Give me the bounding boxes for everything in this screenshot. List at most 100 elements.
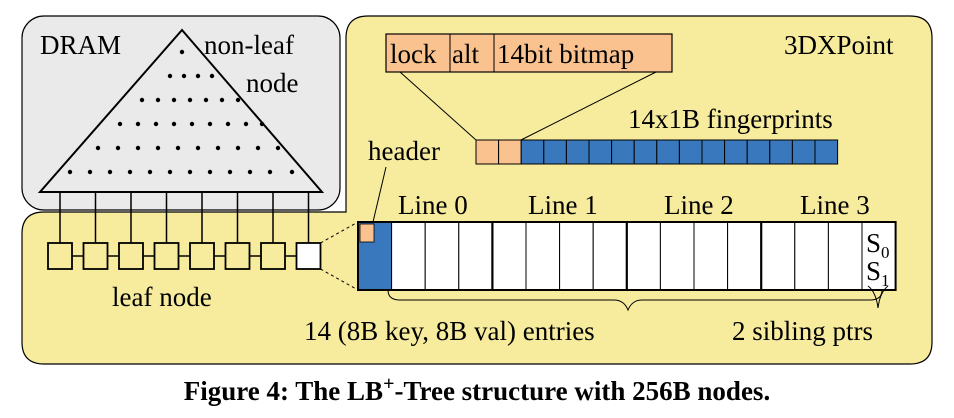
tree-node-dot (187, 169, 193, 175)
tree-node-dot (135, 145, 141, 151)
tree-node-dot (275, 145, 281, 151)
tree-node-dot (117, 121, 123, 127)
header-zoom-line-right (520, 71, 657, 141)
fingerprint-cell (588, 139, 613, 165)
fingerprint-cell (611, 139, 635, 165)
entry-slot (525, 221, 561, 291)
tree-node-dot (207, 121, 213, 127)
line-label-2: Line 2 (664, 190, 734, 220)
fingerprint-cell (701, 139, 726, 165)
entries-brace (387, 289, 883, 312)
tree-node-dot (195, 73, 201, 79)
sibling-ptr-slot (861, 221, 897, 291)
tree-node-dot (187, 97, 193, 103)
header-strip (475, 139, 839, 165)
sibling-ptr-s0: S0 (866, 228, 890, 262)
header-zoom-line-down (372, 166, 387, 223)
entries-label: 14 (8B key, 8B val) entries (304, 316, 595, 346)
header-cell (475, 139, 500, 165)
leaf-zoom-line (320, 221, 359, 244)
fingerprint-cell (543, 139, 567, 165)
fingerprint-cell (769, 139, 793, 165)
nonleaf-tree-dots (67, 49, 295, 175)
fingerprints-label: 14x1B fingerprints (628, 104, 833, 134)
tree-node-dot (171, 121, 177, 127)
figure-caption: Figure 4: The LB+-Tree structure with 25… (184, 373, 770, 406)
tree-node-dot (203, 97, 209, 103)
tree-node-dot (215, 145, 221, 151)
fingerprint-cell (520, 139, 545, 165)
entry-slot (491, 221, 527, 291)
entry-slot (659, 221, 695, 291)
leaf-node-outline (357, 221, 897, 291)
entry-slot (760, 221, 796, 291)
tree-node-dot (267, 169, 273, 175)
sibling-brace (867, 285, 889, 309)
fingerprint-cell (565, 139, 590, 165)
entry-slot (559, 221, 594, 291)
tree-node-dot (247, 169, 253, 175)
fingerprint-cell (678, 139, 703, 165)
tree-node-dot (225, 121, 231, 127)
tree-node-dot (167, 73, 173, 79)
tree-node-dot (195, 145, 201, 151)
tree-node-dot (95, 145, 101, 151)
tree-node-dot (207, 169, 213, 175)
entry-slot (626, 221, 661, 291)
sibling-ptr-s1: S1 (866, 256, 890, 290)
dram-label: DRAM (40, 30, 121, 60)
line-label-3: Line 3 (800, 190, 870, 220)
leaf-node-box (295, 242, 322, 270)
leaf-zoom-line (320, 268, 359, 291)
header-field-bitmap: 14bit bitmap (497, 39, 634, 69)
tree-node-dot (155, 97, 161, 103)
tree-node-dot (181, 73, 187, 79)
entry-slot (827, 221, 863, 291)
node-header-mini (359, 223, 375, 243)
entry-slot (458, 221, 493, 291)
line-label-1: Line 1 (528, 190, 598, 220)
fingerprint-cell (724, 139, 748, 165)
header-cell (498, 139, 522, 165)
tree-node-dot (243, 121, 249, 127)
tree-node-dot (139, 97, 145, 103)
leaf-connectors (59, 192, 310, 243)
tree-node-dot (209, 73, 215, 79)
tree-node-dot (171, 97, 177, 103)
line-label-0: Line 0 (398, 190, 468, 220)
tree-node-dot (153, 121, 159, 127)
sibling-ptrs-label: 2 sibling ptrs (732, 316, 873, 346)
header-field-alt: alt (452, 39, 479, 69)
tree-node-dot (219, 97, 225, 103)
tree-node-dot (227, 169, 233, 175)
dram-panel (21, 15, 341, 211)
fingerprint-cell (746, 139, 771, 165)
tree-node-dot (289, 169, 295, 175)
tree-node-dot (179, 49, 185, 55)
tree-node-dot (135, 121, 141, 127)
tree-node-dot (189, 121, 195, 127)
tree-node-dot (127, 169, 133, 175)
leaf-node-label: leaf node (112, 282, 212, 312)
tree-node-dot (175, 145, 181, 151)
tree-node-dot (235, 145, 241, 151)
pmem-label: 3DXPoint (784, 30, 894, 60)
nonleaf-label-line1: non-leaf (204, 30, 294, 60)
header-field-lock: lock (390, 39, 437, 69)
nonleaf-label-line2: node (246, 68, 299, 98)
tree-node-dot (67, 169, 73, 175)
tree-node-dot (115, 145, 121, 151)
leaf-nodes (47, 221, 359, 291)
header-zoom-line-left (399, 71, 477, 141)
entry-slot (592, 221, 628, 291)
entry-slot (693, 221, 729, 291)
tree-node-dot (235, 97, 241, 103)
tree-node-dot (87, 169, 93, 175)
fingerprint-cell (656, 139, 680, 165)
entry-slot (391, 221, 426, 291)
nonleaf-tree-triangle (37, 28, 325, 193)
tree-node-dot (155, 145, 161, 151)
fingerprint-cell (791, 139, 816, 165)
tree-node-dot (147, 169, 153, 175)
tree-node-dot (167, 169, 173, 175)
